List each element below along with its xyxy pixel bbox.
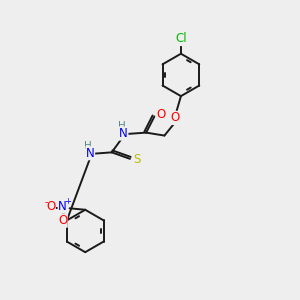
Text: N: N [119, 127, 128, 140]
Text: O: O [46, 200, 56, 213]
Text: O: O [156, 108, 166, 121]
Text: Cl: Cl [175, 32, 187, 46]
Text: H: H [84, 141, 92, 151]
Text: N: N [58, 200, 67, 213]
Text: +: + [64, 197, 71, 206]
Text: O: O [170, 111, 180, 124]
Text: S: S [134, 153, 141, 166]
Text: N: N [86, 147, 94, 160]
Text: O: O [58, 214, 67, 227]
Text: -: - [45, 197, 48, 207]
Text: H: H [118, 121, 125, 131]
